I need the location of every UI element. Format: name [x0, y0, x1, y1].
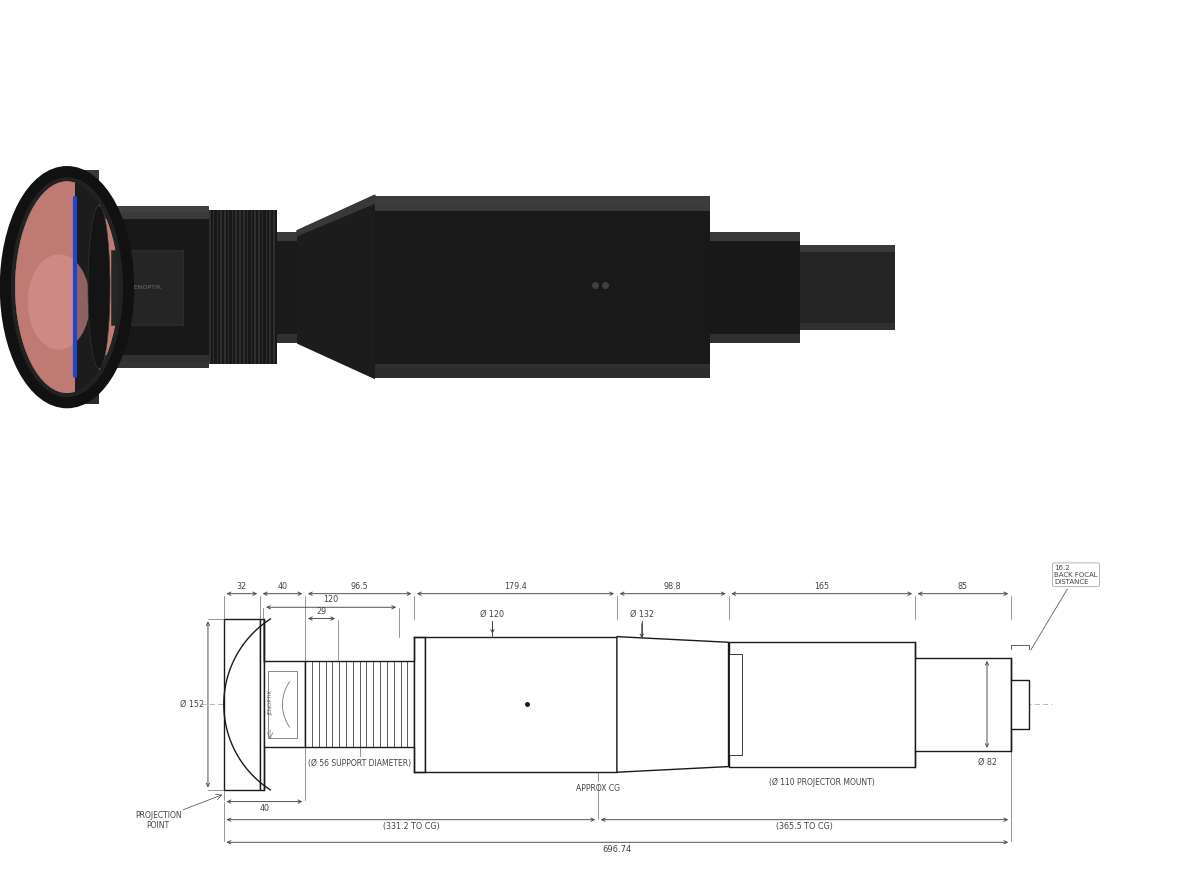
Text: 96.5: 96.5	[351, 582, 368, 591]
Bar	[710, 232, 800, 343]
Text: 120: 120	[324, 595, 339, 604]
Text: 40: 40	[260, 804, 269, 812]
Text: 696.74: 696.74	[602, 844, 632, 853]
Bar	[76, 170, 99, 183]
Bar	[223, 618, 260, 790]
Text: Ø 120: Ø 120	[481, 610, 504, 618]
Text: 165: 165	[814, 582, 829, 591]
Bar	[243, 210, 244, 364]
Bar	[278, 232, 296, 343]
Text: Ø 82: Ø 82	[978, 758, 997, 766]
Bar	[800, 245, 895, 252]
Bar	[111, 250, 183, 325]
Bar	[216, 210, 218, 364]
Bar	[710, 334, 800, 343]
Bar	[209, 210, 210, 364]
Bar	[376, 196, 710, 378]
Bar	[260, 618, 265, 790]
Bar	[800, 245, 895, 252]
Bar	[1011, 680, 1030, 729]
Text: Ø 152: Ø 152	[181, 700, 204, 709]
Bar	[710, 232, 800, 241]
Text: 85: 85	[958, 582, 968, 591]
Text: 98.8: 98.8	[664, 582, 681, 591]
Bar	[415, 637, 425, 773]
Bar	[265, 662, 305, 748]
Ellipse shape	[28, 254, 90, 350]
Text: (Ø 110 PROJECTOR MOUNT): (Ø 110 PROJECTOR MOUNT)	[769, 778, 875, 787]
Text: JENOPTIK: JENOPTIK	[269, 689, 274, 715]
Bar	[76, 392, 99, 404]
Polygon shape	[616, 637, 729, 773]
Text: PROJECTION
POINT: PROJECTION POINT	[135, 811, 182, 830]
Bar	[99, 206, 209, 212]
Bar	[710, 232, 800, 238]
Bar	[224, 210, 226, 364]
Bar	[209, 210, 278, 364]
Polygon shape	[296, 195, 376, 236]
Bar	[800, 245, 895, 330]
Text: 179.4: 179.4	[504, 582, 527, 591]
Bar	[278, 232, 296, 241]
Bar	[231, 210, 233, 364]
Bar	[425, 637, 616, 773]
Bar	[376, 196, 710, 206]
Text: 29: 29	[317, 607, 327, 616]
Bar	[915, 658, 1011, 750]
Bar	[729, 654, 742, 755]
Ellipse shape	[89, 206, 110, 369]
Ellipse shape	[15, 182, 119, 393]
Text: APPROX CG: APPROX CG	[576, 783, 620, 793]
Bar	[800, 323, 895, 330]
Bar	[99, 206, 209, 369]
Bar	[262, 210, 263, 364]
Bar	[240, 210, 241, 364]
Text: (365.5 TO CG): (365.5 TO CG)	[776, 822, 833, 831]
Bar	[729, 642, 915, 766]
Bar	[266, 210, 267, 364]
Bar	[278, 334, 296, 343]
Bar	[269, 210, 270, 364]
Bar	[254, 210, 256, 364]
Bar	[273, 210, 275, 364]
Bar	[376, 196, 710, 211]
Bar	[235, 210, 237, 364]
Bar	[250, 210, 252, 364]
Bar	[259, 210, 260, 364]
Polygon shape	[296, 195, 376, 379]
Bar	[268, 671, 298, 738]
Bar	[99, 355, 209, 369]
Bar	[99, 206, 209, 219]
Bar	[99, 362, 209, 369]
Bar	[221, 210, 222, 364]
Text: Ø 132: Ø 132	[629, 610, 654, 618]
Bar	[376, 369, 710, 378]
Text: (331.2 TO CG): (331.2 TO CG)	[383, 822, 439, 831]
Bar	[76, 170, 99, 404]
Bar	[228, 210, 229, 364]
Text: JENOPTIK: JENOPTIK	[132, 284, 162, 290]
Bar	[247, 210, 248, 364]
Text: (Ø 56 SUPPORT DIAMETER): (Ø 56 SUPPORT DIAMETER)	[308, 758, 411, 767]
Bar	[213, 210, 214, 364]
Text: 40: 40	[278, 582, 287, 591]
Bar	[376, 363, 710, 378]
Bar	[305, 662, 415, 748]
Text: 32: 32	[236, 582, 247, 591]
Text: 16.2
BACK FOCAL
DISTANCE: 16.2 BACK FOCAL DISTANCE	[1031, 564, 1098, 650]
